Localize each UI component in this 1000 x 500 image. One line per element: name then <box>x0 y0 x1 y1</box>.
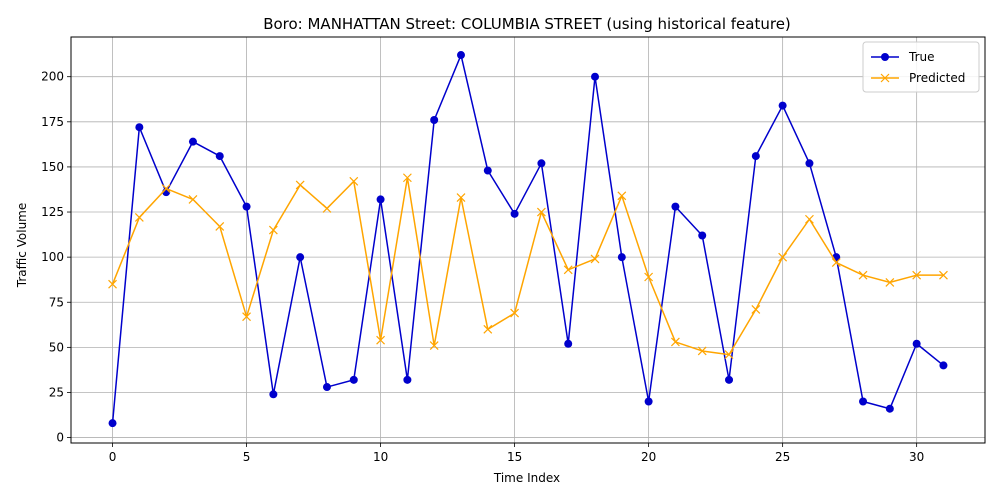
legend-entry-true: True <box>871 50 935 64</box>
x-tick-label: 0 <box>109 450 117 464</box>
data-point-true <box>322 383 331 392</box>
data-point-predicted <box>912 270 922 280</box>
data-point-predicted <box>831 258 841 267</box>
data-point-true <box>939 361 948 370</box>
y-tick-label: 175 <box>41 115 64 129</box>
y-tick-label: 25 <box>49 385 64 399</box>
data-point-predicted <box>215 222 225 231</box>
data-point-predicted <box>429 341 439 350</box>
data-point-true <box>269 390 278 399</box>
data-point-true <box>456 51 465 60</box>
data-point-true <box>778 101 787 110</box>
x-tick-label: 25 <box>775 450 790 464</box>
legend-entry-predicted: Predicted <box>871 71 965 85</box>
data-point-predicted <box>751 305 761 314</box>
data-point-true <box>859 397 868 406</box>
data-point-predicted <box>644 272 654 282</box>
data-point-predicted <box>939 270 948 280</box>
y-tick-label: 200 <box>41 70 64 84</box>
data-point-predicted <box>242 312 251 322</box>
series-line-true <box>111 54 944 424</box>
series-layer <box>108 51 948 428</box>
data-point-predicted <box>724 350 734 360</box>
data-point-true <box>296 253 305 262</box>
x-tick-label: 5 <box>243 450 251 464</box>
data-point-predicted <box>161 184 171 193</box>
y-tick-label: 0 <box>56 431 64 445</box>
y-axis-label: Traffic Volume <box>15 203 29 289</box>
legend-label-true: True <box>908 50 935 64</box>
y-tick-label: 100 <box>41 250 64 264</box>
data-point-true <box>805 159 814 168</box>
data-point-true <box>349 375 358 384</box>
y-tick-label: 150 <box>41 160 64 174</box>
data-point-predicted <box>349 176 359 186</box>
y-tick-label: 50 <box>49 340 64 354</box>
legend: True Predicted <box>862 41 980 93</box>
data-point-true <box>617 253 626 262</box>
x-tick-label: 30 <box>909 450 924 464</box>
data-point-predicted <box>322 203 332 213</box>
data-point-predicted <box>510 308 520 318</box>
data-point-predicted <box>402 173 412 183</box>
data-point-predicted <box>376 335 386 345</box>
data-point-predicted <box>590 254 600 264</box>
data-point-true <box>751 152 760 161</box>
data-point-predicted <box>617 191 627 201</box>
data-point-predicted <box>134 213 144 222</box>
data-point-predicted <box>456 193 466 203</box>
y-tick-label: 75 <box>49 295 64 309</box>
data-point-true <box>403 375 412 384</box>
data-point-true <box>912 339 921 348</box>
x-tick-label: 15 <box>507 450 522 464</box>
x-tick-label: 20 <box>641 450 656 464</box>
series-line-predicted <box>111 176 944 356</box>
legend-box <box>862 41 980 93</box>
axis-ticks: 0 5 10 15 20 25 30 0 25 50 75 100 125 150 175 200 <box>41 70 924 464</box>
data-point-true <box>215 152 224 161</box>
series-true <box>108 51 948 428</box>
data-point-true <box>483 166 492 175</box>
data-point-predicted <box>697 346 707 356</box>
legend-marker-predicted <box>880 73 890 83</box>
data-point-true <box>108 419 117 428</box>
data-point-predicted <box>108 279 117 289</box>
x-tick-label: 10 <box>373 450 388 464</box>
plot-frame <box>70 36 986 444</box>
data-point-true <box>376 195 385 204</box>
data-point-true <box>242 202 251 211</box>
data-point-predicted <box>670 337 680 347</box>
data-point-true <box>725 375 734 384</box>
chart-title: Boro: MANHATTAN Street: COLUMBIA STREET … <box>263 15 791 33</box>
data-point-predicted <box>188 194 198 204</box>
data-point-true <box>644 397 653 406</box>
data-point-predicted <box>563 265 573 275</box>
data-point-true <box>885 404 894 413</box>
data-point-predicted <box>483 324 493 334</box>
data-point-predicted <box>295 180 305 190</box>
data-point-predicted <box>805 214 814 224</box>
data-point-true <box>671 202 680 211</box>
data-point-predicted <box>885 277 895 287</box>
data-point-true <box>188 137 197 146</box>
data-point-true <box>510 209 519 218</box>
data-point-true <box>537 159 546 168</box>
y-tick-label: 125 <box>41 205 64 219</box>
data-point-predicted <box>778 252 788 262</box>
legend-marker-true <box>881 53 889 61</box>
data-point-true <box>135 123 144 132</box>
data-point-predicted <box>536 207 546 217</box>
legend-label-predicted: Predicted <box>909 71 965 85</box>
x-axis-label: Time Index <box>493 471 560 485</box>
data-point-predicted <box>858 270 868 280</box>
series-predicted <box>108 173 948 360</box>
data-point-true <box>698 231 707 240</box>
data-point-true <box>591 72 600 81</box>
data-point-true <box>430 116 439 125</box>
data-point-predicted <box>268 225 278 235</box>
data-point-true <box>564 339 573 348</box>
